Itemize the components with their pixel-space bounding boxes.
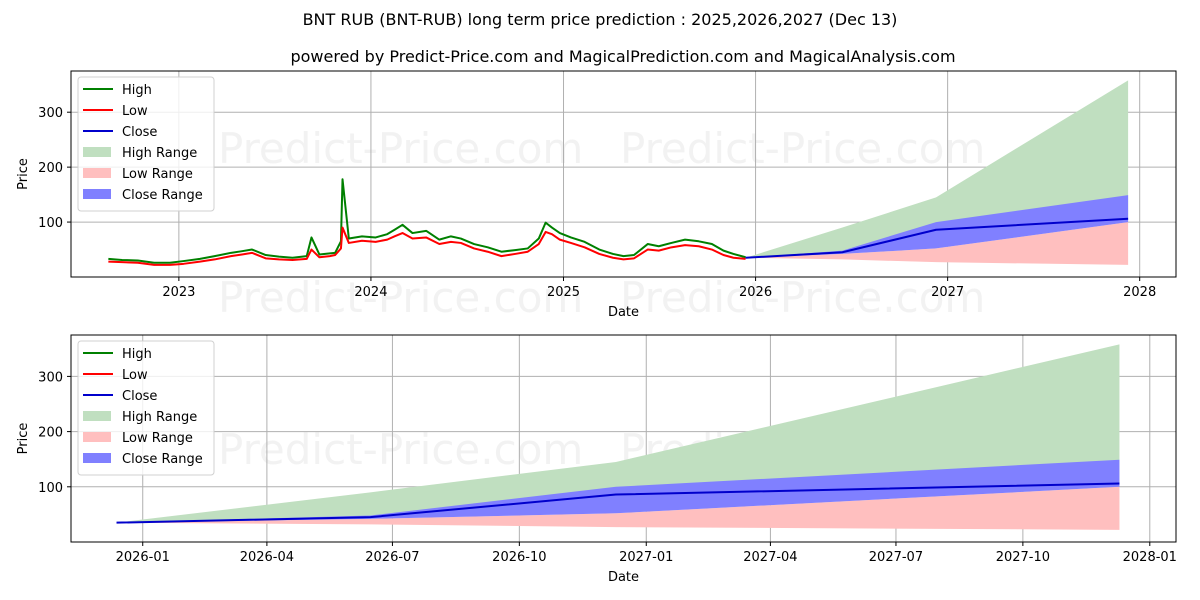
x-tick-label: 2027-01: [619, 550, 673, 565]
y-tick-label: 200: [38, 426, 63, 441]
axis-ticks: 100 200 300 2026-01 2026-04 2026-07 2026-10 202…: [38, 370, 1177, 565]
y-tick-label: 100: [38, 216, 63, 231]
axis-ticks: 100 200 300 2023 2024 2025 2026 2027 2028: [38, 106, 1156, 300]
svg-text:High Range: High Range: [122, 146, 197, 161]
close-forecast-line: [745, 217, 1129, 259]
x-tick-label: 2026-07: [365, 550, 419, 565]
svg-text:High: High: [122, 83, 152, 98]
svg-text:Close Range: Close Range: [122, 452, 203, 467]
x-tick-label: 2028: [1123, 285, 1156, 300]
x-axis-label: Date: [608, 305, 639, 320]
legend-item-low: Low: [83, 368, 148, 383]
legend-item-close-range: Close Range: [83, 188, 203, 203]
x-tick-label: 2027: [931, 285, 964, 300]
watermark: Predict-Price.com Predict-Price.com Predic…: [218, 124, 985, 322]
x-tick-label: 2026-10: [492, 550, 546, 565]
legend: High Low Close High Range Low Range Close Ran…: [77, 76, 215, 212]
axes-frame: [70, 334, 1177, 543]
chart-title: BNT RUB (BNT-RUB) long term price predic…: [303, 10, 898, 29]
axes-frame: [70, 70, 1177, 278]
forecast-detail-plot: Predict-Price.comPredict-Price.com100200…: [16, 334, 1177, 585]
svg-text:Predict-Price.com: Predict-Price.com: [218, 425, 583, 474]
svg-text:High: High: [122, 347, 152, 362]
svg-text:Predict-Price.com: Predict-Price.com: [620, 273, 985, 322]
svg-text:Close: Close: [122, 389, 157, 404]
x-axis-label: Date: [608, 570, 639, 585]
y-tick-label: 300: [38, 106, 63, 121]
svg-text:Predict-Price.com: Predict-Price.com: [218, 124, 583, 173]
legend-item-high: High: [83, 83, 152, 98]
x-tick-label: 2027-10: [996, 550, 1050, 565]
low-range-band: [116, 486, 1120, 530]
high-line: [108, 178, 746, 264]
legend-item-low-range: Low Range: [83, 167, 193, 182]
y-axis-label: Price: [16, 158, 31, 190]
svg-text:High Range: High Range: [122, 410, 197, 425]
close-range-band: [116, 459, 1120, 523]
chart-subtitle: powered by Predict-Price.com and Magical…: [290, 47, 955, 66]
close-range-band: [745, 195, 1129, 258]
x-tick-label: 2028-01: [1123, 550, 1177, 565]
x-tick-label: 2026-04: [240, 550, 294, 565]
svg-text:Low Range: Low Range: [122, 431, 193, 446]
legend: High Low Close High Range Low Range Close Ran…: [77, 340, 215, 476]
historical-and-forecast-plot: Predict-Price.com Predict-Price.com Predic…: [16, 70, 1177, 322]
svg-text:Close: Close: [122, 125, 157, 140]
x-tick-label: 2026: [739, 285, 772, 300]
svg-text:Predict-Price.com: Predict-Price.com: [218, 273, 583, 322]
y-tick-label: 300: [38, 370, 63, 385]
legend-item-high: High: [83, 347, 152, 362]
y-tick-label: 200: [38, 161, 63, 176]
x-tick-label: 2025: [547, 285, 580, 300]
legend-item-high-range: High Range: [83, 146, 197, 161]
legend-item-low: Low: [83, 104, 148, 119]
legend-item-close: Close: [83, 389, 157, 404]
svg-text:Low: Low: [122, 104, 148, 119]
x-tick-label: 2026-01: [116, 550, 170, 565]
x-tick-label: 2027-04: [743, 550, 797, 565]
legend-item-high-range: High Range: [83, 410, 197, 425]
x-tick-label: 2024: [354, 285, 387, 300]
x-tick-label: 2027-07: [869, 550, 923, 565]
y-axis-label: Price: [16, 423, 31, 455]
close-forecast-line: [116, 482, 1120, 524]
svg-text:Predict-Price.com: Predict-Price.com: [620, 124, 985, 173]
x-tick-label: 2023: [162, 285, 195, 300]
svg-text:Low: Low: [122, 368, 148, 383]
legend-item-close-range: Close Range: [83, 452, 203, 467]
low-line: [108, 226, 746, 266]
legend-item-low-range: Low Range: [83, 431, 193, 446]
low-range-band: [745, 222, 1129, 265]
svg-text:Low Range: Low Range: [122, 167, 193, 182]
y-tick-label: 100: [38, 481, 63, 496]
svg-text:Close Range: Close Range: [122, 188, 203, 203]
legend-item-close: Close: [83, 125, 157, 140]
